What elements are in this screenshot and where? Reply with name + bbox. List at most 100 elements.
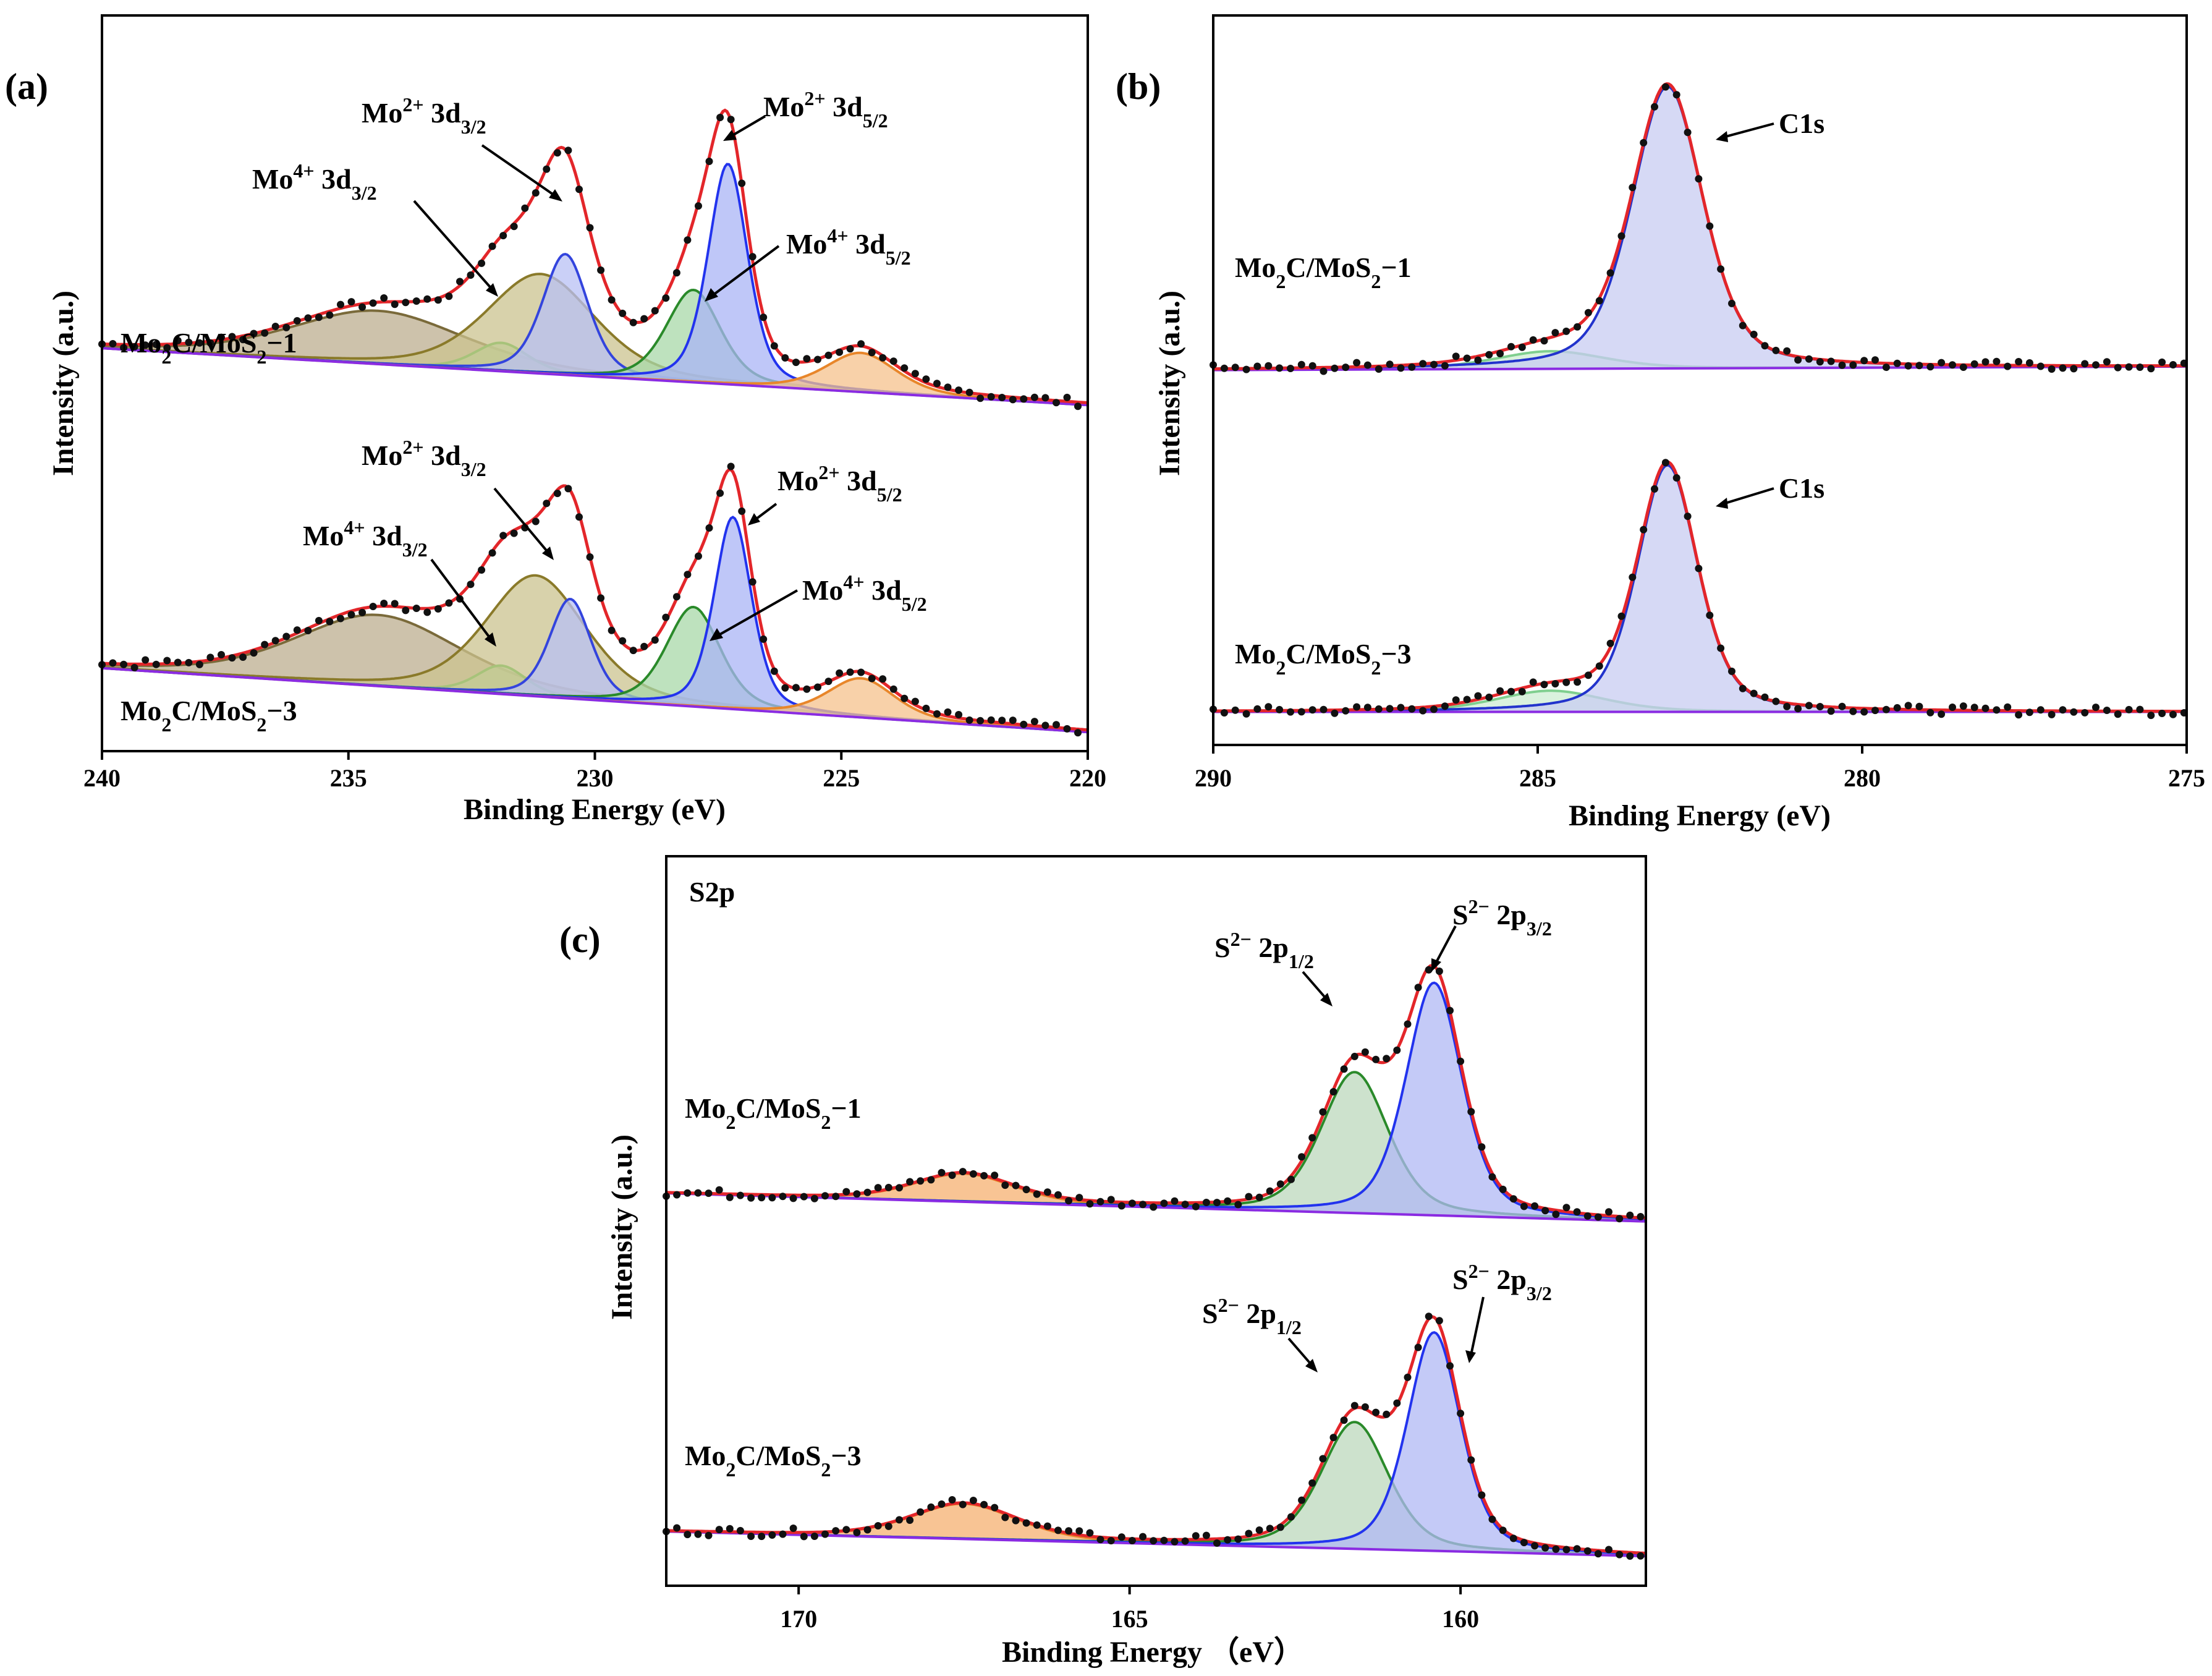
panel-a-spectrum-1-data-point-32 — [445, 599, 453, 607]
panel-a-x-tick-label-2: 230 — [577, 764, 614, 792]
panel-c-arrow-2p12-lower — [1287, 1337, 1314, 1368]
panel-a-x-tick-label-4: 220 — [1069, 764, 1106, 792]
panel-b-spectrum-0-data-point-24 — [1474, 356, 1482, 364]
panel-c-spectrum-1-data-point-15 — [821, 1530, 829, 1538]
panel-b-x-axis-label: Binding Energy (eV) — [1569, 799, 1831, 832]
panel-b-spectrum-1-data-point-70 — [1981, 704, 1990, 712]
panel-c-spectrum-1-data-point-23 — [906, 1516, 914, 1524]
panel-a: (a) 240 235 230 225 220 Binding Energy (eV) … — [5, 14, 1106, 826]
panel-a-x-ticks: 240 235 230 225 220 — [83, 751, 1106, 792]
panel-b-spectrum-0-data-point-11 — [1331, 364, 1339, 372]
panel-a-spectrum-1-data-point-74 — [900, 694, 909, 702]
panel-c-arrow-2p32-lower — [1470, 1296, 1485, 1356]
panel-b-spectrum-1-data-point-15 — [1375, 705, 1383, 713]
panel-b-spectrum-0-data-point-59 — [1860, 357, 1868, 365]
panel-c-spectrum-0-data-point-19 — [863, 1188, 871, 1196]
panel-c-spectrum-1-data-point-1 — [673, 1524, 681, 1532]
panel-c-spectrum-0-data-point-6 — [726, 1193, 734, 1201]
panel-c-x-tick-label-1: 165 — [1111, 1605, 1148, 1633]
panel-a-spectrum-0-data-point-89 — [1063, 393, 1071, 401]
panel-b-spectrum-1-data-point-82 — [2114, 710, 2122, 718]
panel-c-spectrum-0-data-point-56 — [1255, 1193, 1263, 1201]
panel-a-arrowhead-3 — [723, 130, 737, 141]
panel-b-spectrum-0-data-point-14 — [1363, 361, 1371, 369]
panel-a-spectrum-0-data-point-62 — [770, 342, 778, 350]
panel-a-spectrum-0-data-point-90 — [1074, 402, 1082, 410]
panel-a-spectrum-1-data-point-9 — [195, 660, 203, 668]
panel-c-frame — [665, 855, 1647, 1587]
panel-b-spectrum-1-data-point-7 — [1287, 708, 1294, 716]
panel-b-spectrum-0-data-point-37 — [1617, 232, 1625, 240]
panel-b-spectrum-1-data-point-42 — [1672, 474, 1680, 482]
panel-c-plot-area — [663, 963, 1646, 1560]
panel-c-spectrum-0-data-point-66 — [1361, 1048, 1369, 1056]
panel-a-spectrum-1-data-point-21 — [326, 618, 334, 626]
panel-a-spectrum-1-data-point-69 — [846, 668, 854, 676]
panel-a-spectrum-1-data-point-53 — [672, 593, 680, 601]
panel-c-spectrum-0-data-point-47 — [1160, 1199, 1168, 1207]
panel-a-arrow-mo4-3d32-lower — [430, 558, 493, 641]
panel-a-spectrum-1-data-point-1 — [109, 659, 117, 667]
panel-c-spectrum-0-data-point-80 — [1509, 1195, 1517, 1203]
panel-b: (b) 290 285 280 275 Binding Energy (eV) Int… — [1116, 14, 2205, 832]
panel-a-spectrum-0-data-point-32 — [445, 292, 453, 300]
panel-b-spectrum-0-data-point-77 — [2059, 364, 2067, 372]
panel-a-spectrum-0-data-point-35 — [478, 259, 486, 267]
panel-b-spectrum-1-data-point-25 — [1485, 693, 1493, 701]
panel-c-spectrum-0-data-point-39 — [1075, 1194, 1083, 1202]
panel-c-spectrum-0-data-point-27 — [948, 1172, 956, 1179]
panel-b-spectrum-1-data-point-48 — [1739, 684, 1747, 692]
panel-a-spectrum-0-data-point-82 — [987, 393, 995, 401]
panel-c-spectrum-1-data-point-71 — [1414, 1343, 1422, 1351]
panel-c-spectrum-1-data-point-14 — [810, 1533, 818, 1540]
panel-a-plot-area — [98, 108, 1088, 737]
panel-c-spectrum-0-data-point-53 — [1224, 1197, 1232, 1205]
panel-c-spectrum-1-data-point-39 — [1075, 1527, 1083, 1535]
panel-b-spectrum-0-data-point-54 — [1805, 355, 1813, 363]
panel-a-x-tick-label-3: 225 — [823, 764, 860, 792]
panel-b-spectrum-1-data-point-75 — [2036, 706, 2045, 714]
panel-b-spectrum-1-data-point-44 — [1695, 564, 1703, 572]
panel-c-arrow-2p12-upper — [1302, 971, 1329, 1002]
panel-c-spectrum-0-data-point-32 — [1001, 1181, 1009, 1189]
panel-b-spectrum-0-data-point-45 — [1706, 222, 1714, 230]
panel-c-spectrum-0-data-point-81 — [1520, 1202, 1528, 1210]
panel-a-spectrum-0-data-point-18 — [293, 317, 301, 325]
panel-b-spectrum-0-data-point-75 — [2036, 362, 2045, 370]
panel-c-spectrum-0-data-point-40 — [1086, 1200, 1094, 1208]
panel-a-spectrum-0-data-point-74 — [900, 364, 909, 372]
panel-c-spectrum-0-data-point-82 — [1531, 1202, 1539, 1210]
panel-c-arrowhead-1 — [1320, 993, 1333, 1006]
panel-c-spectrum-1-data-point-92 — [1637, 1552, 1645, 1560]
panel-c-spectrum-1-data-point-25 — [927, 1503, 935, 1511]
panel-c-spectrum-1-data-point-58 — [1276, 1523, 1284, 1531]
panel-b-spectrum-0-data-point-13 — [1353, 359, 1361, 367]
panel-c-spectrum-1-data-point-68 — [1383, 1410, 1391, 1418]
panel-b-spectrum-1-data-point-62 — [1893, 704, 1901, 712]
panel-c-spectrum-1-data-point-32 — [1001, 1513, 1009, 1521]
panel-c-spectrum-0-data-point-13 — [800, 1193, 808, 1201]
panel-b-spectrum-1-data-point-40 — [1651, 485, 1658, 493]
panel-a-spectrum-1-data-point-27 — [391, 600, 399, 608]
panel-a-spectrum-0-data-point-69 — [846, 345, 854, 353]
panel-b-spectrum-1-data-point-49 — [1750, 689, 1758, 697]
panel-b-spectrum-0-data-point-21 — [1441, 362, 1449, 370]
panel-c-spectrum-1-data-point-64 — [1340, 1416, 1348, 1424]
panel-a-spectrum-0-data-point-44 — [575, 185, 583, 194]
panel-c-spectrum-1-data-point-33 — [1012, 1516, 1020, 1525]
panel-a-spectrum-1-data-point-63 — [781, 684, 789, 692]
panel-a-spectrum-1-data-point-17 — [282, 632, 290, 640]
panel-c-spectrum-1-data-point-2 — [684, 1531, 692, 1539]
panel-b-spectrum-1-data-point-36 — [1606, 639, 1614, 647]
panel-a-spectrum-1-data-point-5 — [152, 660, 160, 668]
panel-a-spectrum-0-data-point-16 — [271, 323, 279, 330]
panel-b-spectrum-1-data-point-18 — [1408, 705, 1416, 713]
panel-c-x-tick-label-2: 160 — [1442, 1605, 1479, 1633]
panel-c-spectrum-0-data-point-79 — [1499, 1185, 1507, 1193]
panel-b-spectrum-0-data-point-2 — [1231, 364, 1239, 372]
panel-a-arrowhead-6 — [542, 547, 554, 560]
panel-c-spectrum-1-data-point-54 — [1234, 1535, 1242, 1543]
panel-b-spectrum-1-data-point-43 — [1684, 513, 1692, 521]
panel-c-spectrum-0-envelope — [666, 963, 1646, 1220]
